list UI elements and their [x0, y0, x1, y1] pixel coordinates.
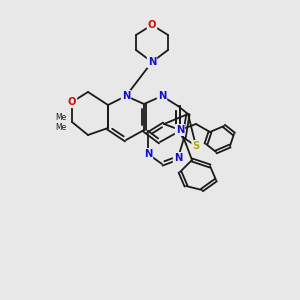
Text: N: N	[122, 91, 130, 101]
Text: N: N	[158, 91, 166, 101]
Text: Me: Me	[55, 112, 66, 122]
Text: O: O	[68, 97, 76, 107]
Text: O: O	[148, 20, 156, 30]
Text: N: N	[144, 149, 152, 159]
Text: S: S	[192, 141, 200, 151]
Text: Me: Me	[55, 122, 66, 131]
Text: N: N	[174, 153, 182, 163]
Text: N: N	[176, 125, 184, 135]
Text: N: N	[148, 57, 156, 67]
